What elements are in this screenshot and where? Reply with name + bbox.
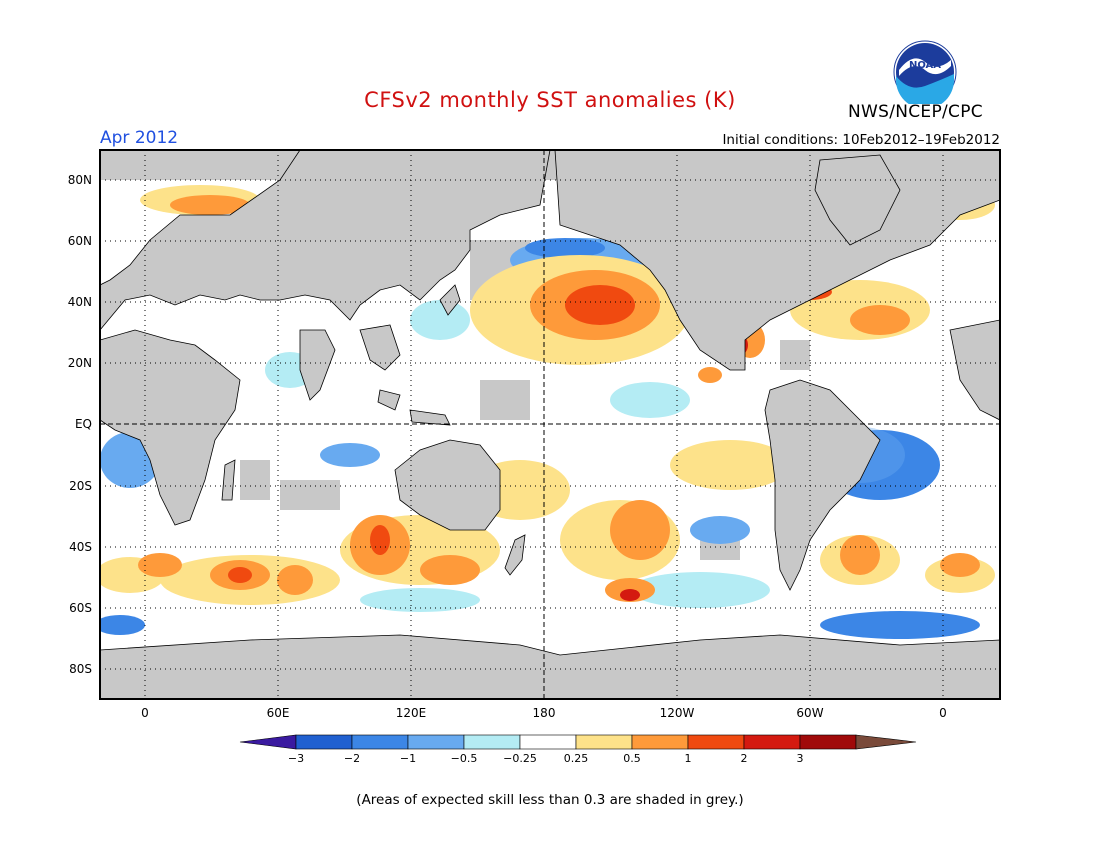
legend-swatch xyxy=(295,734,353,750)
legend-tick-label: −1 xyxy=(400,752,416,765)
lat-label: EQ xyxy=(75,417,92,431)
graticule xyxy=(100,150,1000,699)
skill-footnote: (Areas of expected skill less than 0.3 a… xyxy=(356,792,744,808)
map-title: CFSv2 monthly SST anomalies (K) xyxy=(364,88,736,112)
sst-anomaly-map: 80N 60N 40N 20N EQ 20S 40S 60S 80S 0 60E… xyxy=(68,149,1001,765)
lat-label: 20N xyxy=(68,356,92,370)
lon-label: 180 xyxy=(533,706,556,720)
legend-tick-label: −0.25 xyxy=(503,752,537,765)
equator-dateline xyxy=(100,150,1000,699)
legend-swatch xyxy=(351,734,409,750)
legend-tick-label: 3 xyxy=(797,752,804,765)
legend-tick-label: 1 xyxy=(685,752,692,765)
legend-swatch xyxy=(519,734,577,750)
lon-label: 60E xyxy=(267,706,290,720)
legend-swatch xyxy=(407,734,465,750)
legend-swatch xyxy=(743,734,801,750)
lat-label: 60S xyxy=(69,601,92,615)
legend-swatch xyxy=(463,734,521,750)
legend-tick-label: −0.5 xyxy=(451,752,478,765)
legend-tick-label: 2 xyxy=(741,752,748,765)
map-frame xyxy=(99,149,1001,700)
lat-label: 80S xyxy=(69,662,92,676)
latitude-axis: 80N 60N 40N 20N EQ 20S 40S 60S 80S xyxy=(68,173,92,676)
legend-arrow-high xyxy=(855,734,917,750)
legend-tick-label: 0.5 xyxy=(623,752,641,765)
lon-label: 120E xyxy=(396,706,427,720)
noaa-logo: NOAA xyxy=(893,40,957,104)
legend-swatch xyxy=(687,734,745,750)
legend-tick-label: 0.25 xyxy=(564,752,589,765)
land-masses xyxy=(100,150,1000,699)
legend-swatch xyxy=(631,734,689,750)
legend-tick-label: −3 xyxy=(288,752,304,765)
lat-label: 20S xyxy=(69,479,92,493)
lat-label: 40N xyxy=(68,295,92,309)
lat-label: 40S xyxy=(69,540,92,554)
lat-label: 60N xyxy=(68,234,92,248)
agency-label: NWS/NCEP/CPC xyxy=(848,102,983,122)
lon-label: 120W xyxy=(660,706,695,720)
longitude-axis: 0 60E 120E 180 120W 60W 0 xyxy=(141,706,947,720)
legend-swatch xyxy=(575,734,633,750)
lon-label: 0 xyxy=(141,706,149,720)
lon-label: 0 xyxy=(939,706,947,720)
color-legend: −3 −2 −1 −0.5 −0.25 0.25 0.5 1 2 3 xyxy=(239,734,917,765)
legend-arrow-low xyxy=(239,734,297,750)
valid-month-label: Apr 2012 xyxy=(100,128,179,148)
lon-label: 60W xyxy=(796,706,823,720)
legend-tick-label: −2 xyxy=(344,752,360,765)
legend-swatch xyxy=(799,734,857,750)
initial-conditions-label: Initial conditions: 10Feb2012–19Feb2012 xyxy=(722,132,1000,148)
noaa-logo-text: NOAA xyxy=(909,60,941,71)
lat-label: 80N xyxy=(68,173,92,187)
